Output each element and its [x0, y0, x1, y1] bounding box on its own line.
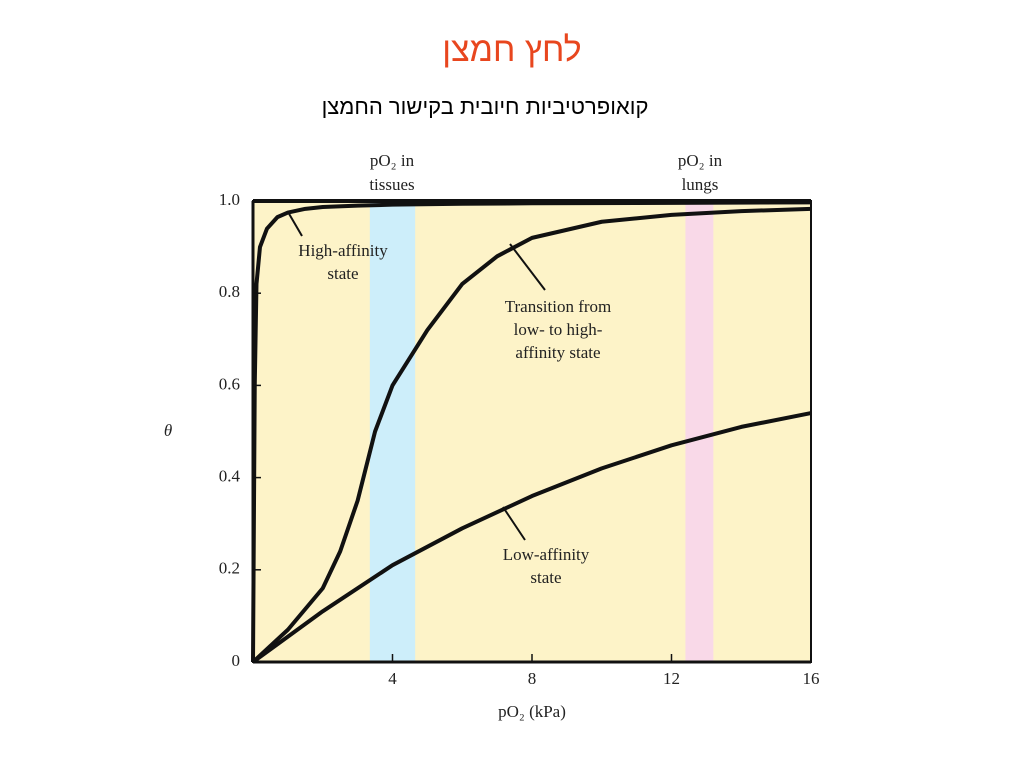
x-axis-label: pO₂ (kPa) — [498, 702, 566, 721]
chart: pO₂ in tissues pO₂ in lungs High-affinity sta… — [164, 151, 820, 721]
y-axis-label: θ — [164, 421, 172, 440]
x-tick-label: 8 — [528, 669, 537, 688]
y-tick-label: 0 — [232, 651, 241, 670]
band-label: lungs — [682, 175, 719, 194]
y-tick-label: 1.0 — [219, 190, 240, 209]
y-tick-label: 0.6 — [219, 374, 240, 393]
curve-label: state — [327, 264, 358, 283]
x-tick-label: 4 — [388, 669, 397, 688]
pointer — [502, 506, 526, 541]
curve-label: state — [530, 568, 561, 587]
band-label: pO₂ in — [678, 151, 723, 170]
band — [369, 201, 416, 662]
slide-title: לחץ חמצן — [442, 31, 581, 69]
band — [685, 201, 714, 662]
x-tick-label: 16 — [803, 669, 820, 688]
curve-label: Transition from — [505, 297, 612, 316]
band-label: pO₂ in — [370, 151, 415, 170]
curve-label: low- to high- — [514, 320, 603, 339]
pointer — [287, 211, 303, 237]
curve — [251, 200, 812, 663]
slide-subtitle: קואופרטיביות חיובית בקישור החמצן — [322, 94, 649, 119]
curve — [251, 206, 812, 664]
band-label: tissues — [369, 175, 414, 194]
x-tick-label: 12 — [663, 669, 680, 688]
curve-label: High-affinity — [298, 241, 388, 260]
curve-label: affinity state — [515, 343, 600, 362]
curve — [251, 411, 812, 664]
pointer — [509, 243, 546, 291]
y-tick-label: 0.2 — [219, 559, 240, 578]
y-tick-label: 0.4 — [219, 467, 241, 486]
y-tick-label: 0.8 — [219, 282, 240, 301]
curve-label: Low-affinity — [503, 545, 590, 564]
